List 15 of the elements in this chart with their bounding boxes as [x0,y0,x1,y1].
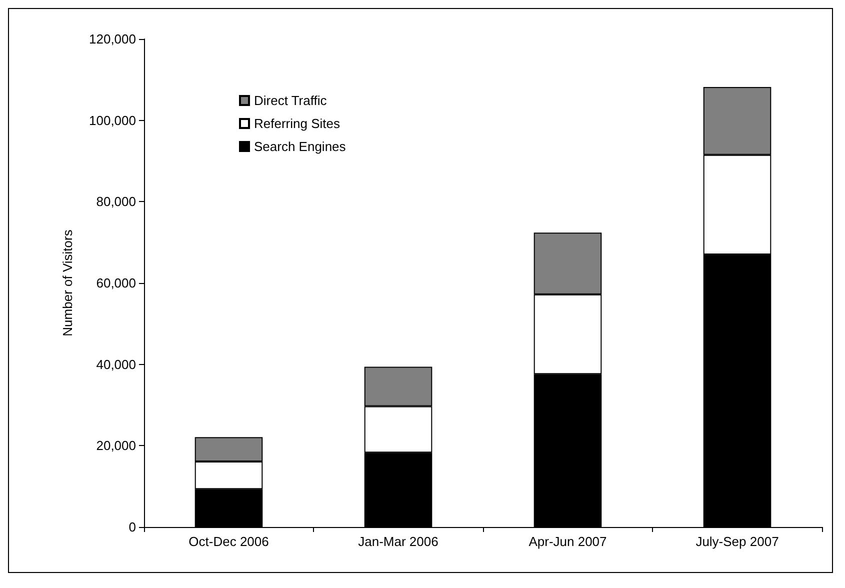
x-tick-label: Jan-Mar 2006 [358,534,438,549]
y-tick-label: 60,000 [96,276,136,290]
y-tick-label: 0 [128,520,136,534]
y-tick-label: 40,000 [96,356,136,372]
y-axis-title: Number of Visitors [60,229,75,336]
y-tick-label: 120,000 [89,32,136,46]
x-tick-label: July-Sep 2007 [696,534,779,549]
y-tick-label: 80,000 [96,194,136,210]
x-tick-label: Apr-Jun 2007 [528,534,607,549]
legend-label: Search Engines [254,139,346,154]
legend-label: Referring Sites [254,116,340,131]
x-tick-label: Oct-Dec 2006 [188,534,269,549]
y-tick-label: 100,000 [89,112,136,128]
y-tick-label: 20,000 [96,438,136,454]
legend-label: Direct Traffic [254,93,328,108]
